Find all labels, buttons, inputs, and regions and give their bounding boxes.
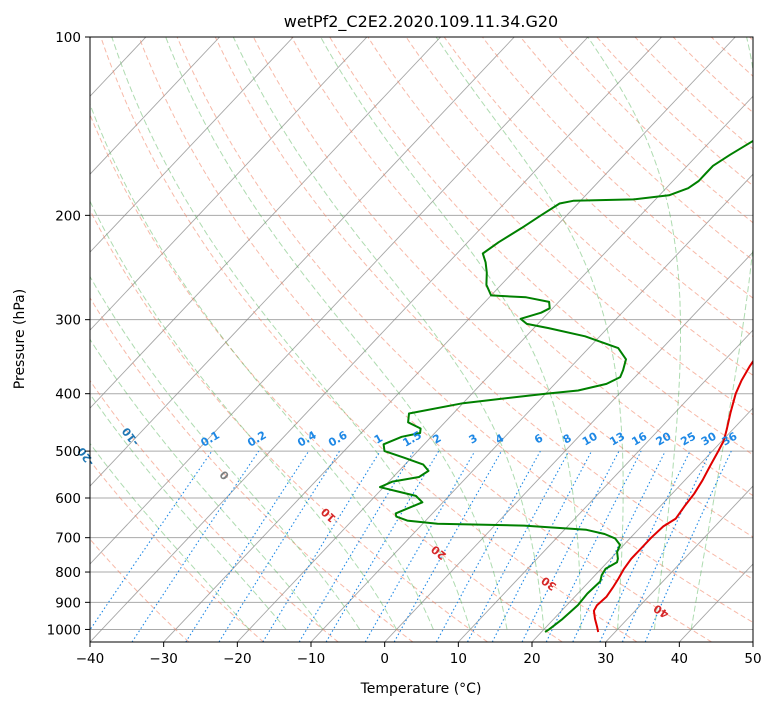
x-tick-label: 20 bbox=[523, 651, 540, 667]
dry-adiabat-line bbox=[90, 113, 563, 642]
moist-adiabat-line bbox=[320, 37, 582, 630]
mixing-ratio-line bbox=[218, 450, 341, 642]
dry-adiabat-line bbox=[90, 296, 414, 642]
mixing-ratio-line bbox=[262, 450, 381, 642]
mixing-ratio-line bbox=[545, 450, 642, 642]
isotherm-line bbox=[90, 37, 294, 253]
x-tick-label: −20 bbox=[223, 651, 252, 667]
isotherm-line bbox=[163, 37, 736, 642]
x-tick-label: 0 bbox=[380, 651, 389, 667]
x-tick-label: −30 bbox=[149, 651, 178, 667]
isotherm-line bbox=[0, 37, 72, 642]
isotherm-line bbox=[90, 37, 220, 175]
isotherm-line bbox=[752, 641, 753, 642]
moist-adiabat-line bbox=[90, 200, 397, 630]
isotherm-line bbox=[90, 37, 589, 565]
x-tick-label: 50 bbox=[744, 651, 761, 667]
profile-lines bbox=[379, 139, 753, 633]
moist-adiabat-line bbox=[90, 338, 324, 630]
x-axis-label: Temperature (°C) bbox=[360, 681, 482, 697]
dry-adiabat-line bbox=[176, 37, 753, 623]
background-lines bbox=[0, 37, 753, 642]
moist-adiabat-line bbox=[587, 37, 681, 630]
isotherm-line bbox=[531, 407, 753, 642]
dry-adiabat-line bbox=[443, 37, 753, 338]
y-tick-label: 900 bbox=[55, 595, 81, 611]
mixing-ratio-line bbox=[90, 450, 213, 631]
mixing-ratio-line bbox=[298, 450, 415, 642]
mixing-ratio-line bbox=[325, 450, 440, 642]
dry-adiabat-line bbox=[214, 37, 753, 580]
plot-background bbox=[90, 37, 753, 642]
moist-adiabat-line bbox=[111, 37, 471, 630]
x-tick-label: 40 bbox=[671, 651, 688, 667]
mixing-ratio-line bbox=[572, 450, 666, 642]
y-tick-label: 100 bbox=[55, 30, 81, 46]
plot-frame bbox=[89, 36, 754, 643]
y-tick-label: 700 bbox=[55, 531, 81, 547]
y-tick-label: 600 bbox=[55, 491, 81, 507]
y-tick-label: 300 bbox=[55, 313, 81, 329]
isotherm-line bbox=[90, 37, 441, 409]
moist-adiabat-line bbox=[165, 37, 508, 630]
x-tick-label: 10 bbox=[450, 651, 467, 667]
x-tick-label: −40 bbox=[76, 651, 105, 667]
dry-adiabat-line bbox=[90, 538, 190, 642]
isotherm-line bbox=[90, 37, 662, 642]
moist-adiabat-line bbox=[90, 442, 250, 630]
dry-adiabat-line bbox=[634, 37, 753, 150]
isotherm-line bbox=[90, 37, 515, 487]
moist-adiabat-line bbox=[690, 37, 753, 630]
dry-adiabat-line bbox=[90, 459, 264, 642]
mixing-ratio-line bbox=[644, 450, 732, 642]
mixing-ratio-line bbox=[364, 450, 476, 642]
mixing-ratio-line bbox=[435, 450, 541, 642]
dry-adiabat-line bbox=[138, 37, 712, 642]
moist-adiabat-line bbox=[232, 37, 545, 630]
y-tick-label: 800 bbox=[55, 565, 81, 581]
moist-adiabat-line bbox=[435, 37, 624, 630]
isotherm-line bbox=[605, 485, 753, 642]
isotherm-line bbox=[90, 37, 368, 331]
y-tick-label: 1000 bbox=[47, 622, 81, 638]
dry-adiabat-line bbox=[482, 37, 753, 299]
dewpoint-profile-line bbox=[379, 139, 753, 633]
temperature-profile-line bbox=[592, 359, 753, 633]
y-tick-label: 200 bbox=[55, 208, 81, 224]
dry-adiabat-label: -30 bbox=[0, 396, 4, 420]
isotherm-line bbox=[237, 95, 753, 642]
x-tick-label: 30 bbox=[597, 651, 614, 667]
dry-adiabat-line bbox=[100, 37, 638, 642]
dry-adiabat-line bbox=[558, 37, 753, 224]
chart-title: wetPf2_C2E2.2020.109.11.34.G20 bbox=[284, 12, 558, 32]
moist-adiabat-line bbox=[90, 393, 287, 630]
y-axis-label: Pressure (hPa) bbox=[12, 289, 28, 389]
isotherm-line bbox=[384, 251, 753, 642]
dry-adiabat-line bbox=[252, 37, 753, 538]
mixing-ratio-line bbox=[393, 450, 502, 642]
mixing-ratio-line bbox=[185, 450, 310, 642]
dry-adiabat-line bbox=[367, 37, 753, 416]
isotherm-line bbox=[458, 329, 753, 642]
y-tick-label: 400 bbox=[55, 387, 81, 403]
dry-adiabat-line bbox=[291, 37, 753, 497]
dry-adiabat-line bbox=[405, 37, 753, 376]
y-tick-label: 500 bbox=[55, 444, 81, 460]
mixing-ratio-line bbox=[621, 450, 711, 642]
x-tick-label: −10 bbox=[297, 651, 326, 667]
moist-adiabat-line bbox=[90, 103, 434, 630]
axis-ticks: −40 −30 −20 −10 0 10 20 30 40 50 100 200 300 400 500 60… bbox=[47, 30, 762, 667]
dry-adiabat-line bbox=[329, 37, 753, 456]
